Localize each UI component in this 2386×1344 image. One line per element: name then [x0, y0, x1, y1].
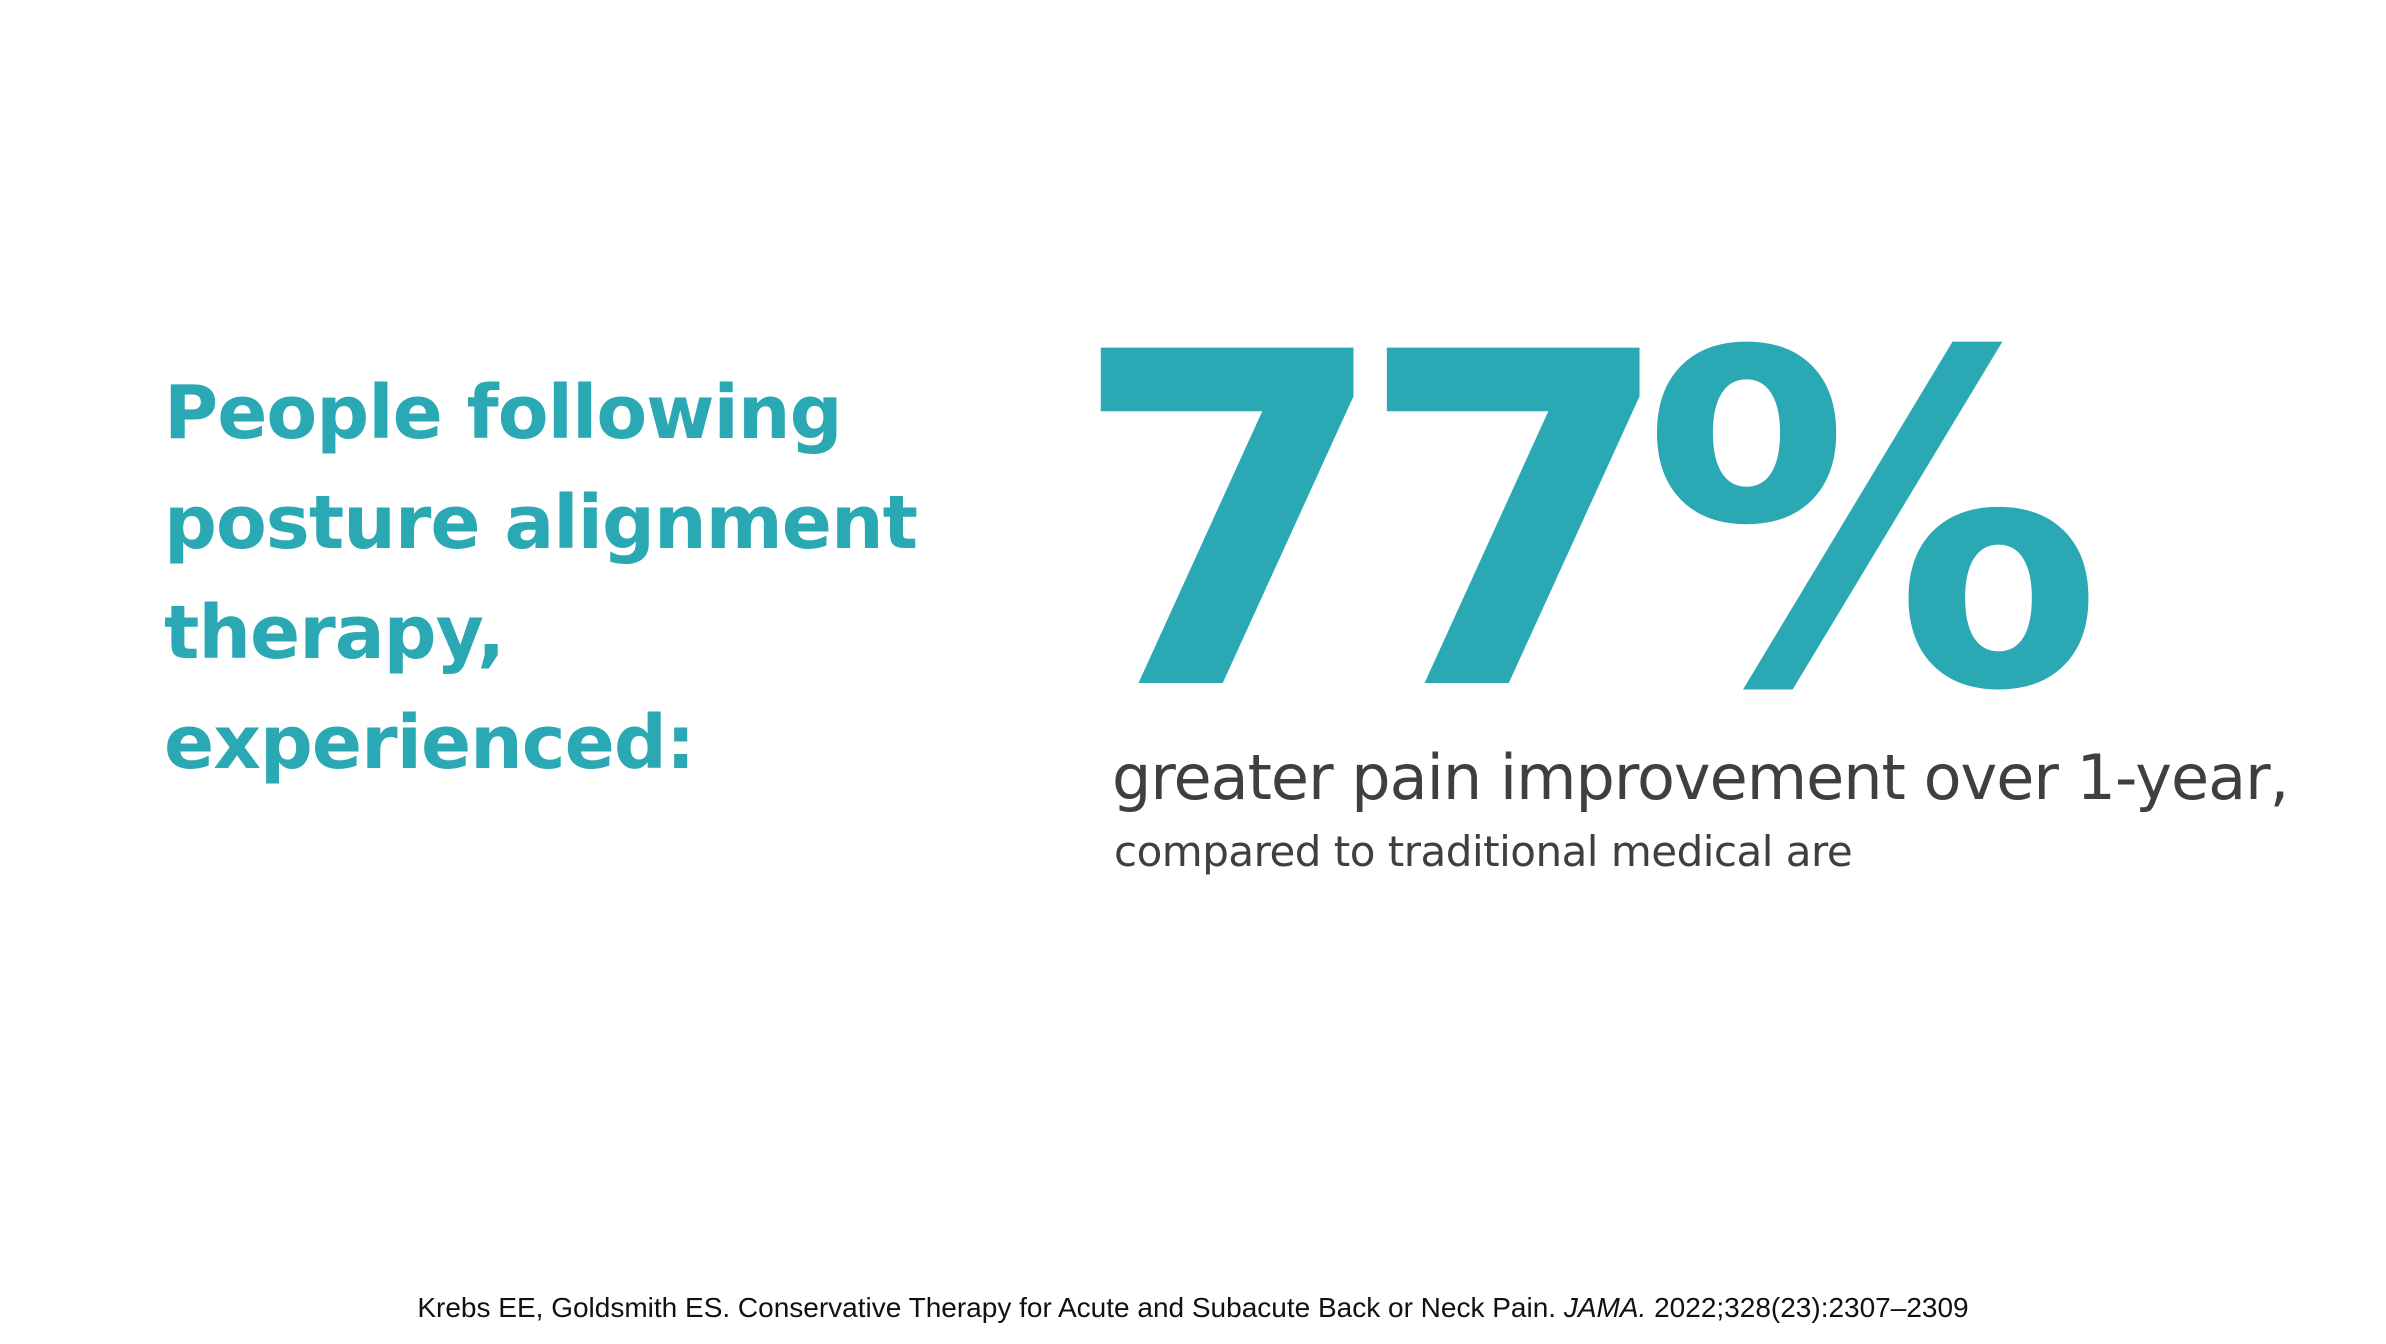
- citation-details: 2022;328(23):2307–2309: [1654, 1292, 1969, 1323]
- stat-description: greater pain improvement over 1-year,: [1112, 741, 2289, 814]
- lead-line-1: People following: [164, 370, 843, 456]
- citation-authors-title: Krebs EE, Goldsmith ES. Conservative The…: [417, 1292, 1557, 1323]
- stat-value: 77%: [1070, 257, 2103, 792]
- lead-line-4: experienced:: [164, 700, 695, 786]
- stat-comparison: compared to traditional medical are: [1114, 827, 1853, 876]
- lead-line-3: therapy,: [164, 590, 505, 676]
- citation: Krebs EE, Goldsmith ES. Conservative The…: [0, 1290, 2386, 1326]
- citation-journal: JAMA.: [1563, 1292, 1647, 1323]
- lead-heading: People following posture alignment thera…: [164, 358, 984, 798]
- lead-line-2: posture alignment: [164, 480, 918, 566]
